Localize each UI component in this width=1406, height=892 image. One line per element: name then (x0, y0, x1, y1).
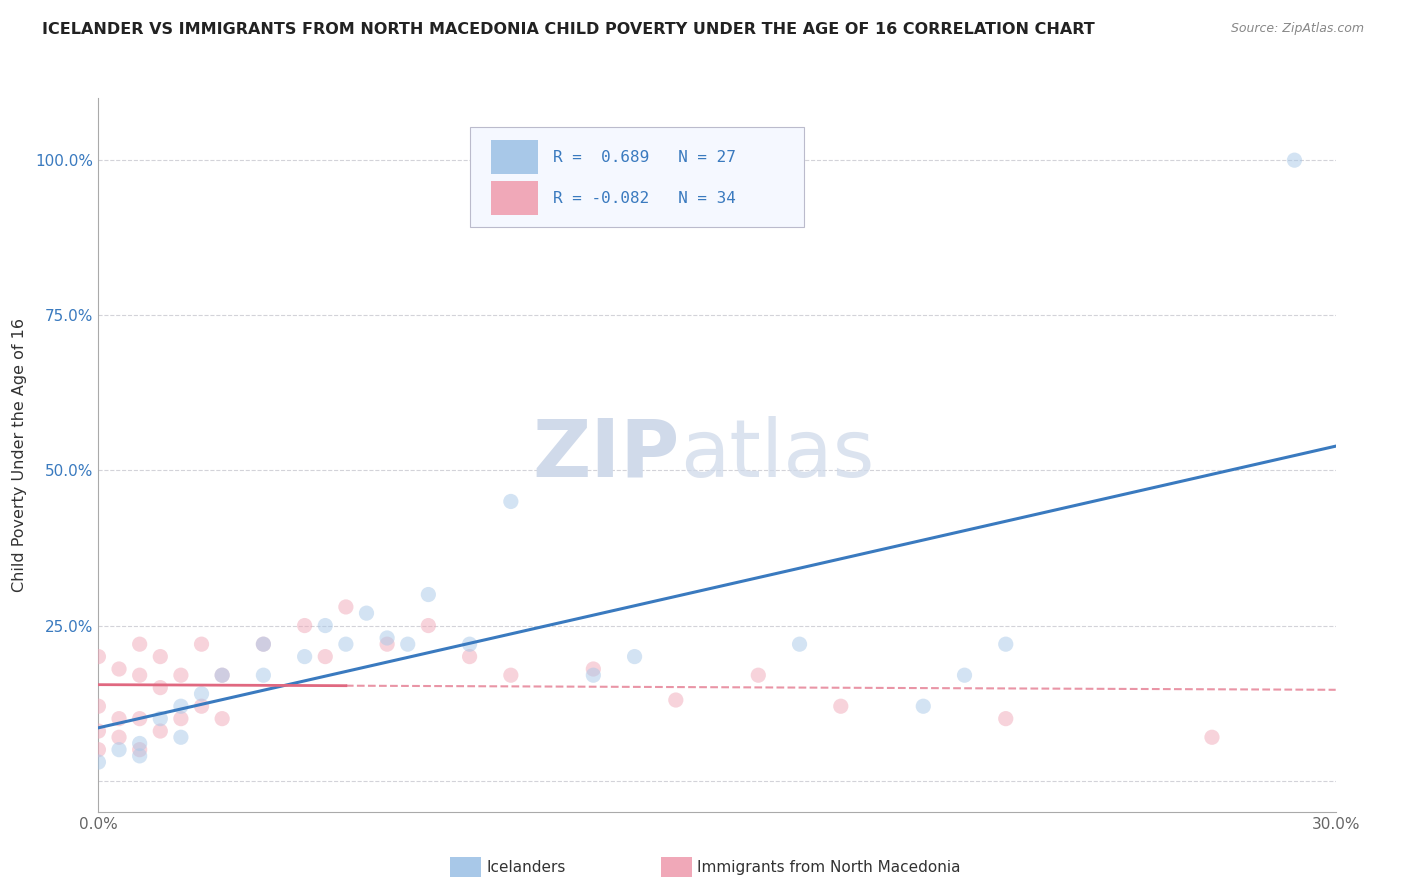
Point (789, 637, 811, 651)
Text: R = -0.082   N = 34: R = -0.082 N = 34 (553, 191, 735, 205)
Point (747, 668, 769, 682)
Point (149, 724, 172, 739)
Point (170, 712, 193, 726)
Text: ICELANDER VS IMMIGRANTS FROM NORTH MACEDONIA CHILD POVERTY UNDER THE AGE OF 16 C: ICELANDER VS IMMIGRANTS FROM NORTH MACED… (42, 22, 1095, 37)
Point (87, 742, 110, 756)
Point (170, 699, 193, 714)
Point (128, 712, 150, 726)
Text: Immigrants from North Macedonia: Immigrants from North Macedonia (697, 860, 960, 874)
Point (87, 649, 110, 664)
Point (170, 731, 193, 745)
Point (211, 668, 233, 682)
Point (149, 649, 172, 664)
Point (458, 637, 481, 651)
Point (294, 649, 316, 664)
Point (623, 649, 645, 664)
Point (211, 712, 233, 726)
Point (128, 668, 150, 682)
Point (108, 712, 131, 726)
Point (108, 731, 131, 745)
Y-axis label: Child Poverty Under the Age of 16: Child Poverty Under the Age of 16 (13, 318, 27, 592)
Point (994, 712, 1017, 726)
Text: Source: ZipAtlas.com: Source: ZipAtlas.com (1230, 22, 1364, 36)
Point (108, 662, 131, 676)
Bar (491, 181, 537, 215)
Point (375, 631, 398, 645)
Point (335, 599, 357, 614)
Point (170, 668, 193, 682)
Point (87, 724, 110, 739)
Point (396, 637, 419, 651)
Point (252, 668, 274, 682)
Point (252, 637, 274, 651)
Point (375, 637, 398, 651)
FancyBboxPatch shape (470, 127, 804, 227)
Point (582, 662, 605, 676)
Point (149, 712, 172, 726)
Point (314, 618, 336, 632)
Point (582, 668, 605, 682)
Point (994, 637, 1017, 651)
Point (665, 693, 688, 707)
Point (128, 742, 150, 756)
Point (190, 687, 212, 701)
Point (356, 606, 378, 620)
Point (128, 748, 150, 763)
Point (335, 637, 357, 651)
Point (252, 637, 274, 651)
Bar (491, 140, 537, 175)
Point (953, 668, 976, 682)
Point (499, 494, 522, 508)
Text: Icelanders: Icelanders (486, 860, 565, 874)
Point (190, 699, 212, 714)
Point (149, 681, 172, 695)
Point (1201, 731, 1223, 745)
Point (418, 588, 440, 602)
Text: ZIP: ZIP (533, 416, 681, 494)
Point (314, 649, 336, 664)
Point (294, 618, 316, 632)
Point (190, 637, 212, 651)
Point (912, 699, 935, 714)
Point (1284, 153, 1306, 168)
Point (87, 699, 110, 714)
Point (108, 742, 131, 756)
Point (128, 736, 150, 750)
Text: R =  0.689   N = 27: R = 0.689 N = 27 (553, 150, 735, 165)
Point (499, 668, 522, 682)
Point (458, 649, 481, 664)
Text: atlas: atlas (681, 416, 875, 494)
Point (128, 637, 150, 651)
Point (830, 699, 852, 714)
Point (418, 618, 440, 632)
Point (87, 755, 110, 769)
Point (211, 668, 233, 682)
